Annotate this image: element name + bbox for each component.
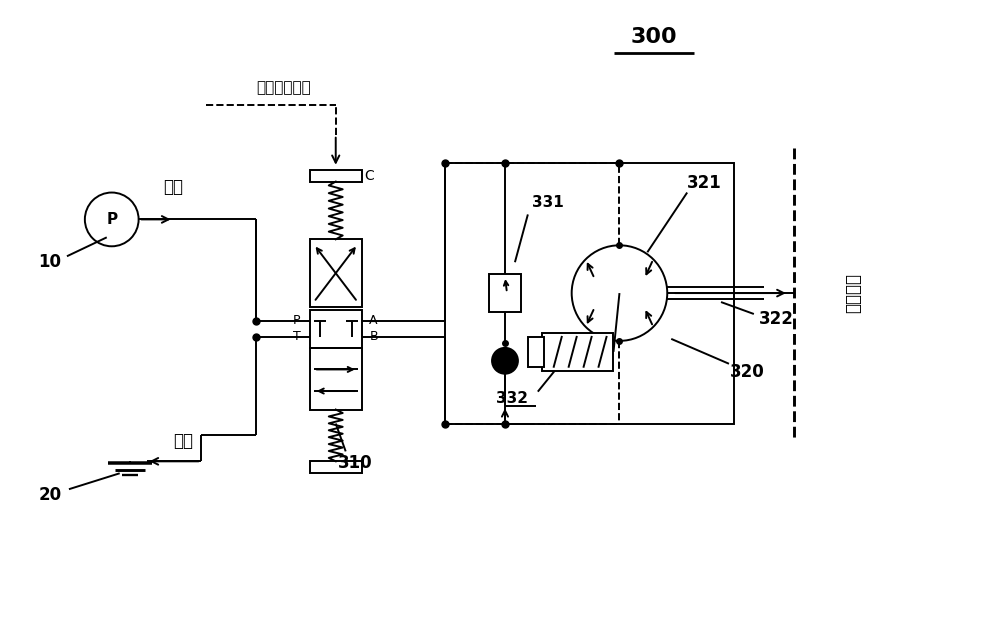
- Text: 320: 320: [730, 363, 764, 381]
- Text: 310: 310: [338, 454, 373, 472]
- Bar: [310, 461, 362, 473]
- Text: 供油: 供油: [163, 178, 183, 195]
- Bar: [542, 333, 613, 371]
- Bar: [310, 170, 362, 182]
- Text: 驱动舱门: 驱动舱门: [844, 273, 862, 313]
- Text: 回油: 回油: [173, 432, 193, 451]
- Bar: [310, 348, 362, 409]
- Text: 300: 300: [631, 27, 678, 47]
- Text: P: P: [293, 314, 301, 328]
- Text: 10: 10: [39, 253, 62, 271]
- Bar: [310, 310, 362, 348]
- Text: －－控制指令: －－控制指令: [257, 80, 311, 95]
- Text: 20: 20: [38, 486, 62, 504]
- Bar: [310, 240, 362, 307]
- Text: B: B: [369, 330, 378, 343]
- Bar: [445, 163, 734, 424]
- Text: 322: 322: [759, 310, 794, 328]
- Text: P: P: [106, 212, 117, 227]
- Bar: [489, 274, 521, 312]
- Text: A: A: [369, 314, 378, 328]
- Text: 321: 321: [687, 173, 721, 192]
- Text: 332: 332: [496, 391, 528, 406]
- Text: T: T: [293, 330, 301, 343]
- Circle shape: [492, 348, 518, 374]
- Text: C: C: [365, 168, 374, 183]
- Text: 331: 331: [532, 195, 564, 210]
- Bar: [528, 337, 544, 367]
